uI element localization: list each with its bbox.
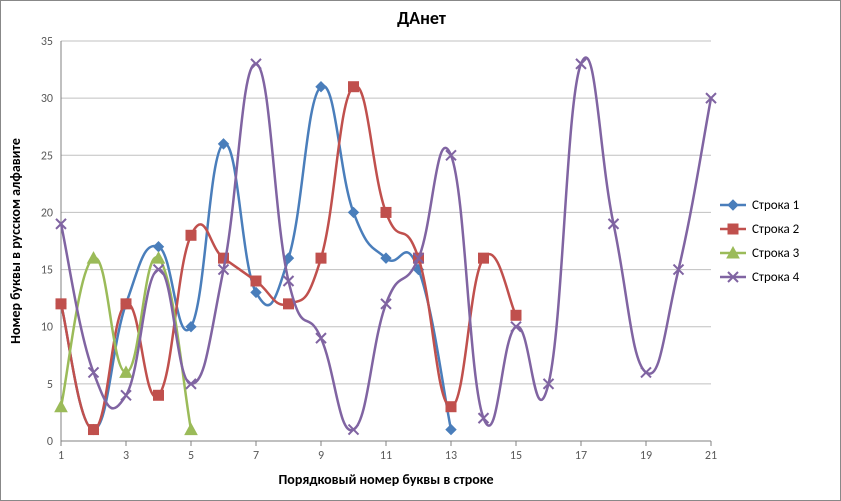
series-marker: [479, 253, 489, 263]
svg-text:5: 5: [188, 449, 194, 463]
legend-swatch: [720, 198, 746, 212]
series-marker: [251, 276, 261, 286]
series-marker: [251, 59, 261, 69]
series-marker: [641, 367, 651, 377]
series-line: [61, 86, 451, 430]
svg-text:15: 15: [41, 264, 53, 278]
svg-text:13: 13: [445, 449, 457, 463]
series-marker: [511, 310, 521, 320]
series-marker: [284, 299, 294, 309]
plot-area: 0510152025303513579111315171921: [61, 41, 711, 441]
svg-text:10: 10: [41, 321, 53, 335]
legend-label: Строка 4: [752, 270, 799, 285]
legend-label: Строка 1: [752, 198, 799, 213]
svg-text:19: 19: [640, 449, 652, 463]
series-marker: [55, 401, 67, 412]
legend-item: Строка 2: [720, 219, 830, 239]
series-marker: [316, 253, 326, 263]
chart-container: ДАнет Номер буквы в русском алфавите 051…: [0, 0, 841, 501]
svg-text:15: 15: [510, 449, 522, 463]
svg-text:3: 3: [123, 449, 129, 463]
series-marker: [381, 207, 391, 217]
svg-text:21: 21: [705, 449, 717, 463]
svg-text:30: 30: [41, 92, 53, 106]
series-marker: [121, 390, 131, 400]
series-marker: [349, 207, 359, 217]
series-marker: [88, 252, 100, 263]
svg-text:20: 20: [41, 206, 53, 220]
svg-text:25: 25: [41, 149, 53, 163]
series-marker: [316, 333, 326, 343]
chart-title: ДАнет: [1, 7, 841, 29]
legend-item: Строка 4: [720, 267, 830, 287]
legend-label: Строка 3: [752, 246, 799, 261]
svg-text:9: 9: [318, 449, 324, 463]
svg-text:0: 0: [47, 435, 53, 449]
series-marker: [185, 424, 197, 435]
series-marker: [56, 299, 66, 309]
x-axis-title: Порядковый номер буквы в строке: [61, 471, 711, 488]
svg-text:11: 11: [380, 449, 392, 463]
svg-text:17: 17: [575, 449, 587, 463]
series-marker: [186, 230, 196, 240]
series-marker: [121, 299, 131, 309]
legend-swatch: [720, 270, 746, 284]
series-marker: [446, 402, 456, 412]
series-marker: [154, 390, 164, 400]
plot-svg: 0510152025303513579111315171921: [61, 41, 711, 441]
series-marker: [349, 82, 359, 92]
legend-label: Строка 2: [752, 222, 799, 237]
legend-item: Строка 1: [720, 195, 830, 215]
svg-text:7: 7: [253, 449, 259, 463]
legend-swatch: [720, 246, 746, 260]
y-axis-title: Номер буквы в русском алфавите: [7, 41, 27, 441]
series-marker: [89, 425, 99, 435]
svg-text:35: 35: [41, 35, 53, 49]
legend: Строка 1 Строка 2 Строка 3 Строка 4: [720, 191, 830, 291]
svg-text:1: 1: [58, 449, 64, 463]
legend-item: Строка 3: [720, 243, 830, 263]
series-marker: [446, 425, 456, 435]
svg-text:5: 5: [47, 378, 53, 392]
legend-swatch: [720, 222, 746, 236]
